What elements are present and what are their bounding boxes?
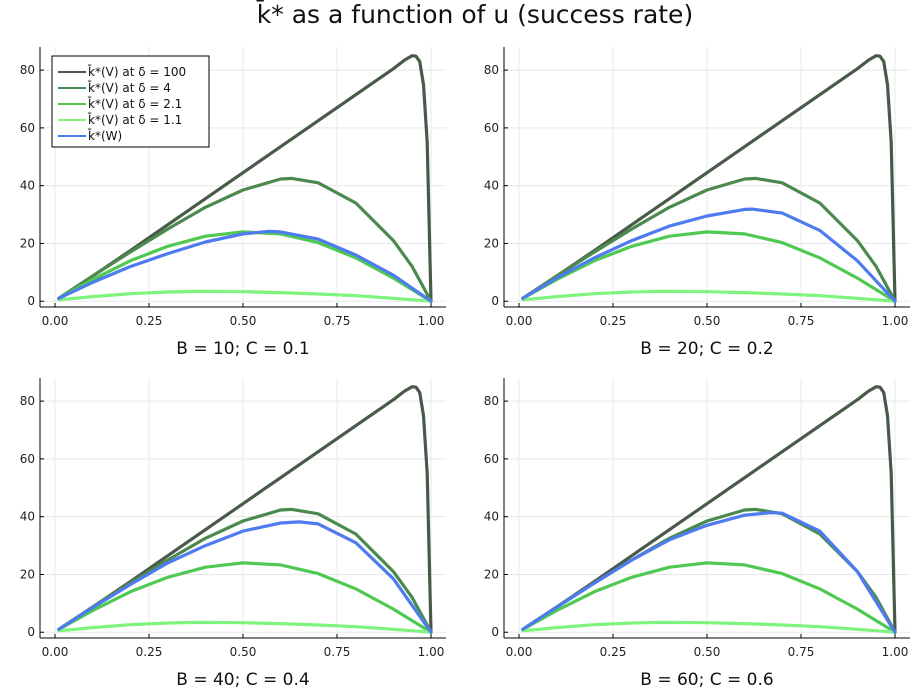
x-tick-label: 0.50: [230, 314, 257, 328]
y-tick-label: 0: [491, 625, 499, 639]
series-line-delta_4: [521, 176, 897, 303]
series-line-W: [57, 520, 433, 634]
legend-label: k̄*(W): [88, 129, 123, 143]
y-tick-label: 40: [20, 179, 35, 193]
series-line-W: [521, 207, 897, 303]
y-tick-label: 20: [20, 236, 35, 250]
legend-label: k̄*(V) at δ = 4: [88, 81, 171, 95]
series-line-delta_2_1: [521, 230, 897, 303]
x-tick-label: 1.00: [418, 314, 445, 328]
x-tick-label: 0.75: [324, 314, 351, 328]
legend: k̄*(V) at δ = 100 k̄*(V) at δ = 4 k̄*(V) a…: [51, 55, 210, 148]
series-line-W: [521, 511, 897, 634]
legend-label: k̄*(V) at δ = 2.1: [88, 97, 183, 111]
y-tick-label: 0: [27, 294, 35, 308]
x-tick-label: 0.25: [600, 314, 627, 328]
y-tick-label: 60: [20, 452, 35, 466]
y-tick-label: 40: [20, 510, 35, 524]
y-tick-label: 80: [484, 394, 499, 408]
x-axis-label: B = 10; C = 0.1: [176, 339, 309, 359]
y-tick-label: 60: [20, 121, 35, 135]
series-line-delta_100: [57, 385, 433, 634]
y-tick-label: 60: [484, 121, 499, 135]
figure-title: k̄* as a function of u (success rate): [256, 0, 693, 29]
y-tick-label: 0: [27, 625, 35, 639]
x-tick-label: 0.75: [788, 314, 815, 328]
x-tick-label: 0.75: [324, 645, 351, 659]
y-tick-label: 80: [484, 63, 499, 77]
x-tick-label: 0.50: [694, 645, 721, 659]
series-line-delta_1_1: [521, 620, 897, 634]
series-line-delta_1_1: [521, 289, 897, 303]
series-line-delta_1_1: [57, 289, 433, 303]
y-tick-label: 20: [484, 567, 499, 581]
chart-panel-3: 0.00 0.25 0.50 0.75 1.00 0 20 40 60 80 B = 40; C =…: [20, 378, 446, 690]
series-line-delta_100: [521, 54, 897, 303]
x-tick-label: 0.75: [788, 645, 815, 659]
x-tick-label: 0.25: [136, 314, 163, 328]
series-group: [521, 385, 897, 634]
series-group: [57, 54, 433, 303]
series-group: [521, 54, 897, 303]
series-line-delta_2_1: [57, 561, 433, 634]
series-line-delta_4: [57, 507, 433, 634]
y-tick-label: 20: [484, 236, 499, 250]
x-tick-label: 0.25: [600, 645, 627, 659]
y-tick-label: 60: [484, 452, 499, 466]
y-tick-label: 80: [20, 394, 35, 408]
x-tick-label: 0.50: [230, 645, 257, 659]
x-tick-label: 0.00: [42, 314, 69, 328]
series-line-delta_4: [57, 176, 433, 303]
series-line-delta_2_1: [521, 561, 897, 634]
x-axis-label: B = 20; C = 0.2: [640, 339, 773, 359]
x-axis-label: B = 60; C = 0.6: [640, 670, 773, 690]
series-line-delta_100: [521, 385, 897, 634]
series-line-delta_1_1: [57, 620, 433, 634]
y-tick-label: 0: [491, 294, 499, 308]
legend-label: k̄*(V) at δ = 1.1: [88, 113, 183, 127]
chart-panel-1: 0.00 0.25 0.50 0.75 1.00 0 20 40 60 80 B = 10; C =…: [20, 47, 446, 359]
series-line-delta_4: [521, 507, 897, 634]
x-tick-label: 1.00: [418, 645, 445, 659]
y-tick-label: 40: [484, 510, 499, 524]
chart-panel-4: 0.00 0.25 0.50 0.75 1.00 0 20 40 60 80 B = 60; C =…: [484, 378, 910, 690]
chart-panel-2: 0.00 0.25 0.50 0.75 1.00 0 20 40 60 80 B = 20; C =…: [484, 47, 910, 359]
series-line-W: [57, 229, 433, 303]
x-tick-label: 0.00: [42, 645, 69, 659]
y-tick-label: 80: [20, 63, 35, 77]
x-tick-label: 0.00: [506, 645, 533, 659]
x-tick-label: 0.50: [694, 314, 721, 328]
series-line-delta_100: [57, 54, 433, 303]
x-tick-label: 1.00: [882, 645, 909, 659]
series-group: [57, 385, 433, 634]
series-line-delta_2_1: [57, 230, 433, 303]
x-tick-label: 1.00: [882, 314, 909, 328]
x-axis-label: B = 40; C = 0.4: [176, 670, 309, 690]
y-tick-label: 40: [484, 179, 499, 193]
legend-label: k̄*(V) at δ = 100: [88, 65, 187, 79]
x-tick-label: 0.25: [136, 645, 163, 659]
x-tick-label: 0.00: [506, 314, 533, 328]
y-tick-label: 20: [20, 567, 35, 581]
